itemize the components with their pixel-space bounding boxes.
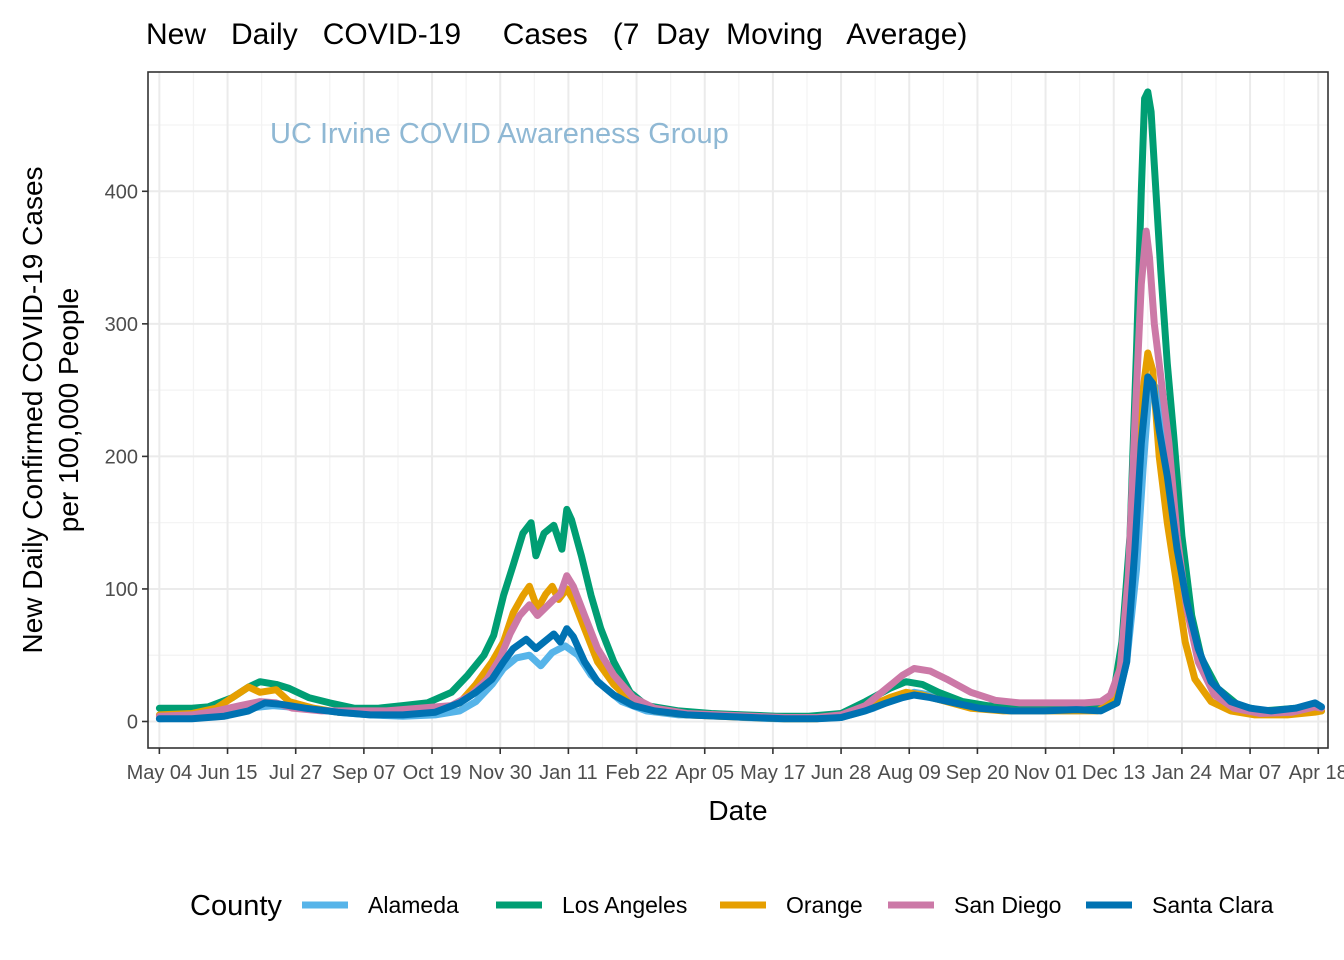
- legend-item-los-angeles: Los Angeles: [496, 892, 687, 918]
- x-tick-label: Apr 05: [675, 762, 734, 784]
- x-axis-title: Date: [708, 795, 767, 826]
- legend-title: County: [190, 890, 282, 922]
- legend: County Alameda Los Angeles Orange San Diego…: [190, 890, 1274, 922]
- chart-title: New Daily COVID-19 Cases (7 Day Moving A…: [146, 18, 967, 51]
- x-tick-label: Jan 24: [1152, 762, 1212, 784]
- x-tick-label: Feb 22: [605, 762, 667, 784]
- x-tick-label: Nov 30: [469, 762, 532, 784]
- y-axis: 0 100 200 300 400: [105, 181, 148, 733]
- x-axis: May 04 Jun 15 Jul 27 Sep 07 Oct 19 Nov 30 Jan …: [127, 748, 1344, 784]
- y-axis-title: New Daily Confirmed COVID-19 Cases per 1…: [17, 166, 84, 653]
- legend-item-alameda: Alameda: [302, 892, 459, 918]
- y-tick-label: 200: [105, 446, 138, 468]
- legend-item-san-diego: San Diego: [888, 892, 1061, 918]
- x-tick-label: Sep 07: [332, 762, 395, 784]
- y-tick-label: 400: [105, 181, 138, 203]
- grid-minor: [148, 72, 1328, 748]
- y-tick-label: 100: [105, 579, 138, 601]
- legend-label: Alameda: [368, 892, 459, 918]
- watermark-annotation: UC Irvine COVID Awareness Group: [270, 118, 729, 150]
- x-tick-label: Jul 27: [269, 762, 322, 784]
- x-tick-label: Aug 09: [878, 762, 941, 784]
- x-tick-label: Sep 20: [946, 762, 1009, 784]
- legend-label: San Diego: [954, 892, 1061, 918]
- y-tick-label: 0: [127, 711, 138, 733]
- legend-label: Orange: [786, 892, 863, 918]
- legend-label: Los Angeles: [562, 892, 687, 918]
- x-tick-label: Dec 13: [1082, 762, 1145, 784]
- y-tick-label: 300: [105, 314, 138, 336]
- x-tick-label: Mar 07: [1219, 762, 1281, 784]
- plot-border: [147, 71, 1329, 749]
- x-tick-label: May 17: [740, 762, 806, 784]
- legend-item-orange: Orange: [720, 892, 863, 918]
- legend-label: Santa Clara: [1152, 892, 1274, 918]
- x-tick-label: Oct 19: [403, 762, 462, 784]
- x-tick-label: Apr 18: [1289, 762, 1344, 784]
- grid-major: [148, 72, 1328, 748]
- y-axis-title-line1: New Daily Confirmed COVID-19 Cases: [17, 166, 48, 653]
- legend-item-santa-clara: Santa Clara: [1086, 892, 1274, 918]
- x-tick-label: Jun 15: [198, 762, 258, 784]
- series-layer: [155, 88, 1325, 723]
- x-tick-label: Nov 01: [1014, 762, 1077, 784]
- x-tick-label: Jan 11: [539, 762, 598, 784]
- x-tick-label: Jun 28: [811, 762, 871, 784]
- x-tick-label: May 04: [127, 762, 193, 784]
- series-line-santa-clara: [155, 373, 1325, 723]
- plot-panel: UC Irvine COVID Awareness Group: [147, 71, 1329, 749]
- y-axis-title-line2: per 100,000 People: [53, 288, 84, 532]
